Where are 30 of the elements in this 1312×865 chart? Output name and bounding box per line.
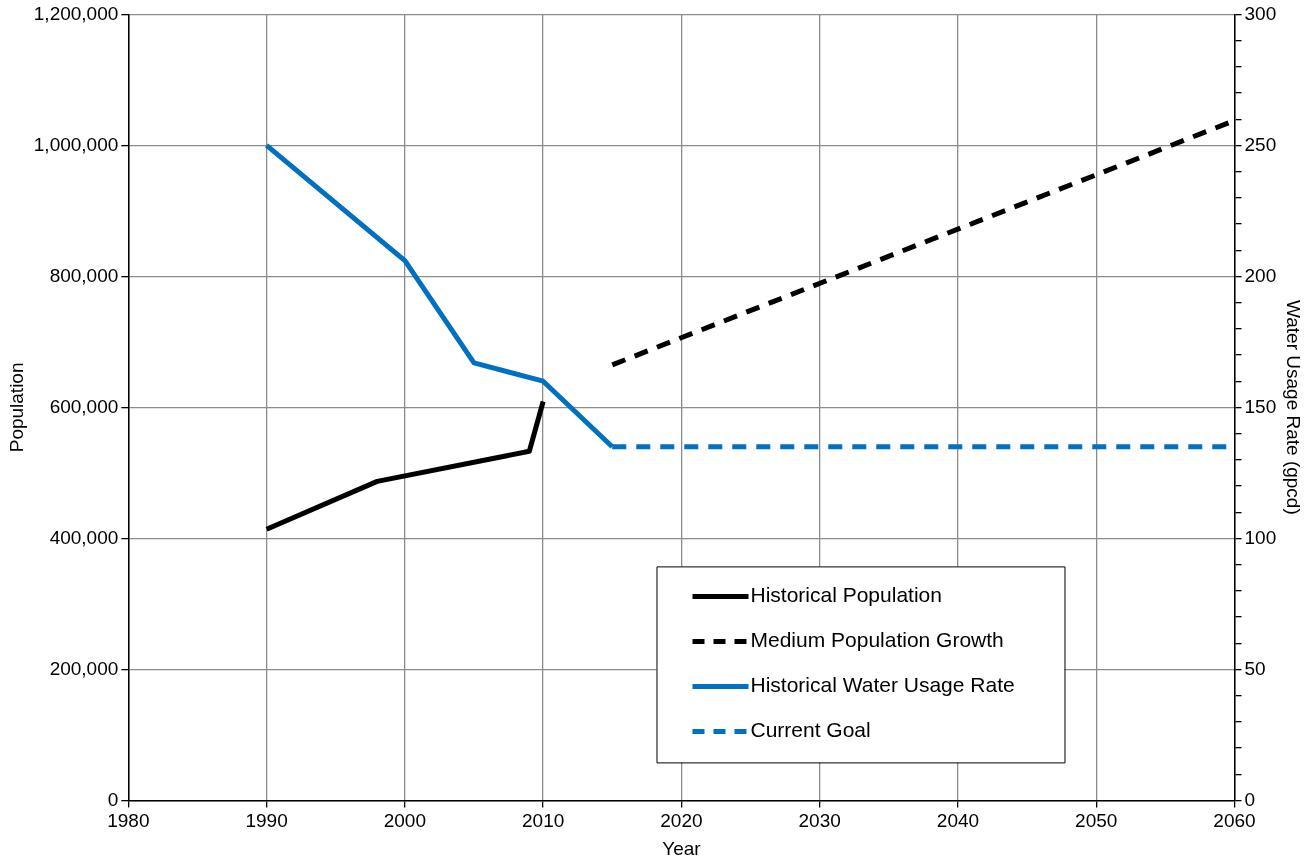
x-tick-label: 2000 xyxy=(383,810,427,832)
x-tick-label: 2050 xyxy=(1075,810,1118,832)
y2-tick-label: 200 xyxy=(1244,264,1277,286)
x-tick-label: 2020 xyxy=(660,810,703,832)
y-axis-title: Population xyxy=(5,362,27,453)
x-axis-title: Year xyxy=(662,837,702,859)
y-tick-label: 800,000 xyxy=(49,264,119,286)
y-tick-label: 0 xyxy=(107,788,119,810)
y2-axis-title: Water Usage Rate (gpcd) xyxy=(1283,300,1305,515)
x-tick-label: 1990 xyxy=(245,810,288,832)
y2-tick-label: 250 xyxy=(1244,133,1277,155)
y2-tick-label: 50 xyxy=(1244,657,1266,679)
y-tick-label: 200,000 xyxy=(49,657,119,679)
y-tick-label: 600,000 xyxy=(49,395,119,417)
x-tick-label: 1980 xyxy=(107,810,150,832)
y2-tick-label: 150 xyxy=(1244,395,1277,417)
x-tick-label: 2040 xyxy=(936,810,980,832)
y-tick-label: 1,000,000 xyxy=(33,133,119,155)
y-tick-label: 400,000 xyxy=(49,526,119,548)
y2-tick-label: 0 xyxy=(1244,788,1256,810)
legend-label: Historical Population xyxy=(750,583,942,607)
y-tick-label: 1,200,000 xyxy=(33,2,119,24)
y2-tick-label: 100 xyxy=(1244,526,1277,548)
x-tick-label: 2060 xyxy=(1213,810,1256,832)
legend-label: Medium Population Growth xyxy=(750,628,1004,652)
legend-label: Current Goal xyxy=(750,718,871,742)
x-tick-label: 2010 xyxy=(522,810,565,832)
legend-label: Historical Water Usage Rate xyxy=(750,673,1015,697)
x-tick-label: 2030 xyxy=(798,810,841,832)
y2-tick-label: 300 xyxy=(1244,2,1277,24)
